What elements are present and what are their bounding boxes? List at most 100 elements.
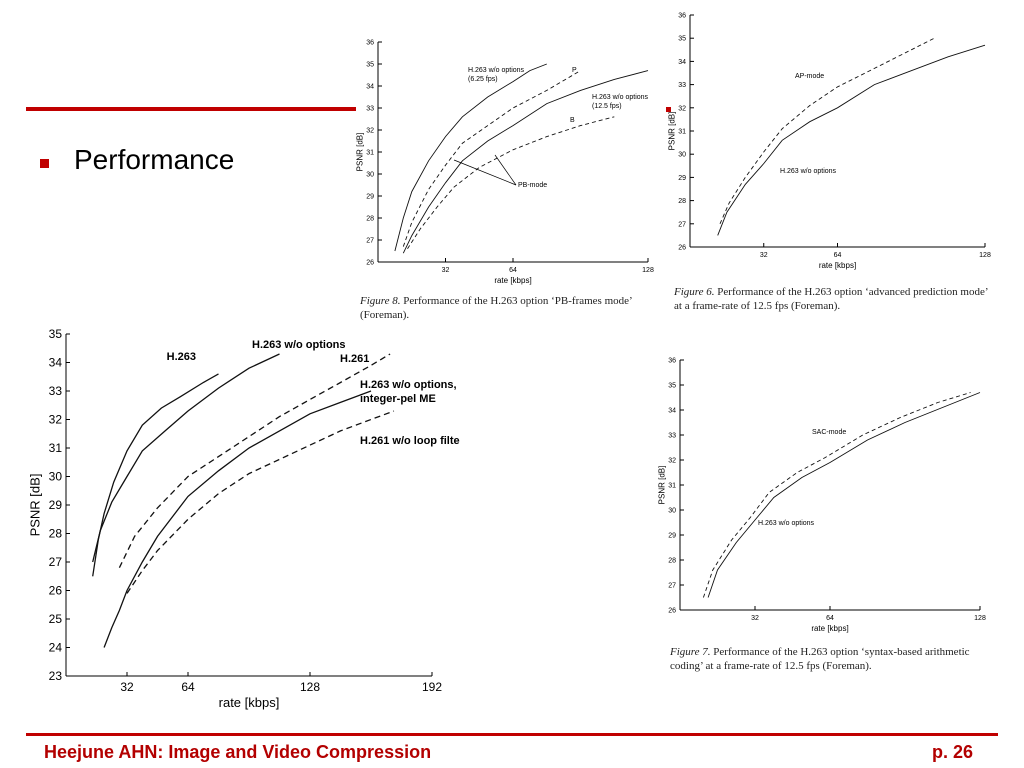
y-tick-label: 31: [678, 128, 686, 135]
y-tick-label: 32: [49, 413, 63, 427]
y-tick-label: 27: [366, 237, 374, 244]
curve-label: H.261: [340, 353, 369, 365]
series-line-1: [719, 37, 935, 224]
curve-label: B: [570, 117, 575, 124]
series-line-2: [118, 353, 391, 568]
y-tick-label: 27: [49, 555, 63, 569]
series-line-1: [402, 70, 581, 247]
label-leader-line: [453, 159, 517, 186]
curve-label: H.263: [167, 351, 196, 363]
curve-label: P: [572, 67, 577, 74]
y-tick-label: 32: [668, 457, 676, 464]
y-tick-label: 34: [366, 83, 374, 90]
y-tick-label: 34: [49, 356, 63, 370]
y-tick-label: 35: [668, 382, 676, 389]
sac-caption: Figure 7. Performance of the H.263 optio…: [670, 645, 992, 673]
x-tick-label: 64: [509, 267, 517, 274]
x-axis-label: rate [kbps]: [819, 261, 856, 270]
x-tick-label: 32: [751, 615, 759, 622]
y-tick-label: 28: [49, 527, 63, 541]
y-tick-label: 35: [49, 327, 63, 341]
curve-label: H.263 w/o options: [758, 520, 815, 527]
series-line-3: [103, 390, 372, 648]
y-tick-label: 30: [49, 470, 63, 484]
x-axis-label: rate [kbps]: [219, 695, 280, 710]
y-tick-label: 31: [366, 149, 374, 156]
series-line-0: [707, 392, 981, 598]
series-line-0: [92, 373, 219, 577]
y-tick-label: 33: [678, 82, 686, 89]
footer-left: Heejune AHN: Image and Video Compression: [44, 742, 432, 762]
x-axis-label: rate [kbps]: [811, 624, 848, 633]
bottom-rule: [26, 733, 998, 736]
y-tick-label: 30: [366, 171, 374, 178]
x-tick-label: 32: [120, 680, 134, 694]
bullet-text: Performance: [74, 144, 235, 175]
y-tick-label: 29: [49, 498, 63, 512]
y-tick-label: 30: [678, 152, 686, 159]
pb-caption-prefix: Figure 8.: [360, 295, 401, 307]
curve-label: H.263 w/o options,: [360, 379, 457, 391]
y-tick-label: 29: [668, 532, 676, 539]
ap-caption: Figure 6. Performance of the H.263 optio…: [674, 285, 996, 313]
curve-label: (6.25 fps): [468, 76, 498, 83]
series-line-1: [702, 392, 971, 598]
series-line-4: [126, 410, 395, 594]
curve-label: H.263 w/o options: [592, 94, 649, 101]
curve-label: (12.5 fps): [592, 103, 622, 110]
x-tick-label: 64: [181, 680, 195, 694]
ap-caption-text: Performance of the H.263 option ‘advance…: [674, 286, 988, 312]
x-tick-label: 192: [422, 680, 442, 694]
y-tick-label: 36: [668, 357, 676, 364]
ap-mode-chart: 26 27 28 29 30 31 32 33 34 35 36 32 64 128 rate [kbps]…: [668, 12, 991, 270]
ap-caption-prefix: Figure 6.: [674, 286, 715, 298]
footer-page-number: p. 26: [932, 742, 974, 762]
x-tick-label: 128: [300, 680, 320, 694]
curve-label: H.263 w/o options: [468, 67, 525, 74]
sac-caption-text: Performance of the H.263 option ‘syntax-…: [670, 646, 970, 672]
curve-label: H.261 w/o loop filter: [360, 435, 460, 447]
y-axis-label: PSNR [dB]: [356, 133, 365, 172]
sac-caption-prefix: Figure 7.: [670, 646, 711, 658]
y-tick-label: 33: [668, 432, 676, 439]
y-tick-label: 28: [678, 198, 686, 205]
y-tick-label: 28: [366, 215, 374, 222]
y-tick-label: 34: [678, 59, 686, 66]
y-tick-label: 35: [678, 36, 686, 43]
main-chart: 23 24 25 26 27 28 29 30 31 32 33 34 35 32 64 128 192 rate…: [28, 327, 460, 710]
y-tick-label: 23: [49, 669, 63, 683]
y-tick-label: 33: [49, 384, 63, 398]
y-axis-label: PSNR [dB]: [668, 112, 677, 151]
y-axis-label: PSNR [dB]: [658, 466, 667, 505]
y-tick-label: 27: [678, 221, 686, 228]
y-tick-label: 32: [366, 127, 374, 134]
y-tick-label: 36: [366, 39, 374, 46]
x-tick-label: 64: [834, 252, 842, 259]
y-tick-label: 34: [668, 407, 676, 414]
y-tick-label: 25: [49, 612, 63, 626]
series-line-0: [394, 63, 547, 252]
y-tick-label: 27: [668, 582, 676, 589]
y-tick-label: 32: [678, 105, 686, 112]
y-tick-label: 29: [678, 175, 686, 182]
curve-label: integer-pel ME: [360, 393, 436, 405]
y-tick-label: 26: [49, 584, 63, 598]
y-tick-label: 36: [678, 12, 686, 19]
x-tick-label: 64: [826, 615, 834, 622]
pb-caption: Figure 8. Performance of the H.263 optio…: [360, 294, 660, 322]
y-axis-label: PSNR [dB]: [28, 474, 43, 537]
y-tick-label: 26: [366, 259, 374, 266]
x-tick-label: 128: [642, 267, 654, 274]
curve-label: H.263 w/o options: [252, 339, 346, 351]
bullet-square-icon: [40, 159, 49, 168]
x-tick-label: 32: [442, 267, 450, 274]
y-tick-label: 29: [366, 193, 374, 200]
y-tick-label: 31: [49, 441, 63, 455]
x-tick-label: 32: [760, 252, 768, 259]
y-tick-label: 26: [678, 244, 686, 251]
y-tick-label: 28: [668, 557, 676, 564]
top-rule: [26, 107, 356, 111]
series-line-1: [92, 353, 280, 563]
y-tick-label: 24: [49, 641, 63, 655]
curve-label: PB-mode: [518, 182, 547, 189]
